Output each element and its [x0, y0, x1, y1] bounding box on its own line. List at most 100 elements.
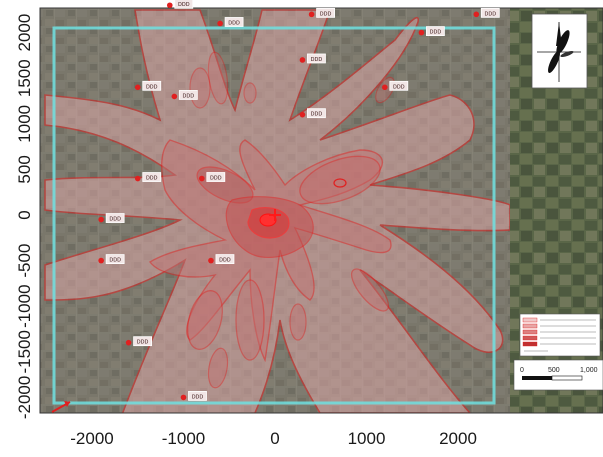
receptor-label-text: ᴅᴅᴅ [178, 1, 190, 8]
plume-lobe-ne [299, 155, 381, 205]
receptor-marker-icon [217, 20, 223, 27]
receptor-site: ᴅᴅᴅ [180, 390, 207, 401]
y-tick-label: -500 [15, 244, 34, 278]
wind-rose-icon [537, 22, 581, 82]
receptor-site: ᴅᴅᴅ [208, 254, 235, 265]
scale-bar: 0 500 1,000 [513, 359, 603, 391]
receptor-site: ᴅᴅᴅ [134, 80, 162, 91]
receptor-label-box [142, 80, 162, 91]
plume-lobe-sw [187, 290, 223, 350]
receptor-marker-icon [180, 394, 187, 401]
receptor-site: ᴅᴅᴅ [98, 254, 125, 265]
x-tick-label: -1000 [162, 429, 205, 448]
receptor-marker-icon [418, 29, 425, 36]
receptor-label-text: ᴅᴅᴅ [183, 92, 195, 99]
receptor-label-box [224, 17, 244, 27]
receptor-site: ᴅᴅᴅ [473, 7, 500, 18]
x-tick-label: 0 [270, 429, 279, 448]
receptor-marker-icon [308, 11, 315, 18]
y-tick-label: 2000 [15, 14, 34, 52]
receptor-label-text: ᴅᴅᴅ [219, 257, 231, 264]
receptor-marker-icon [299, 57, 306, 63]
y-tick-label: 0 [15, 210, 34, 219]
plume-lobe-n1 [207, 51, 229, 105]
receptor-label-box [480, 7, 500, 18]
receptor-label-box [178, 90, 198, 100]
receptor-marker-icon [98, 257, 104, 264]
receptor-marker-icon [134, 175, 141, 182]
scale-label-0: 0 [520, 367, 524, 374]
emission-source [269, 209, 281, 221]
y-tick-label: -1000 [15, 284, 34, 327]
receptor-marker-icon [98, 216, 104, 223]
receptor-marker-icon [199, 175, 205, 182]
receptor-marker-icon [382, 84, 388, 91]
receptor-label-box [174, 0, 194, 9]
receptor-label-box [188, 390, 207, 401]
receptor-label-text: ᴅᴅᴅ [109, 257, 121, 264]
receptor-marker-icon [166, 2, 173, 9]
plume-lobe-s2 [289, 303, 307, 341]
receptor-label-text: ᴅᴅᴅ [210, 175, 222, 182]
receptor-site: ᴅᴅᴅ [418, 26, 445, 37]
receptor-label-text: ᴅᴅᴅ [228, 19, 240, 26]
receptor-site: ᴅᴅᴅ [382, 80, 409, 91]
receptor-label-box [307, 108, 326, 119]
receptor-label-text: ᴅᴅᴅ [393, 83, 405, 90]
receptor-label-text: ᴅᴅᴅ [311, 56, 323, 63]
x-tick-label: 2000 [439, 429, 477, 448]
receptor-marker-icon [299, 111, 306, 118]
receptor-site: ᴅᴅᴅ [308, 7, 336, 18]
x-tick-label: 1000 [348, 429, 386, 448]
plume-lobe-south [235, 279, 265, 361]
receptor-label-box [425, 26, 445, 37]
x-axis: -2000 -1000 0 1000 2000 [70, 429, 477, 448]
scale-label-1000: 1,000 [580, 367, 598, 374]
receptor-site: ᴅᴅᴅ [217, 17, 244, 27]
receptor-label-box [133, 336, 153, 347]
receptor-sites: ᴅᴅᴅ ᴅᴅᴅ ᴅᴅᴅ ᴅᴅᴅ ᴅᴅᴅ ᴅᴅᴅ ᴅᴅᴅ ᴅᴅᴅ ᴅᴅᴅ ᴅᴅᴅ ᴅᴅᴅ ᴅᴅᴅ ᴅᴅᴅ ᴅ… [98, 0, 500, 401]
plume-lobe-ssw [207, 347, 229, 389]
wind-rose-box [531, 13, 588, 89]
y-tick-label: -2000 [15, 376, 34, 419]
receptor-label-box [389, 80, 409, 91]
concentration-legend [519, 313, 601, 357]
y-axis: 2000 1500 1000 500 0 -500 -1000 -1500 -2000 [15, 14, 34, 419]
receptor-label-box [142, 172, 162, 182]
receptor-marker-icon [171, 93, 178, 100]
receptor-marker-icon [125, 339, 132, 346]
receptor-label-box [215, 254, 235, 265]
receptor-site: ᴅᴅᴅ [199, 172, 226, 182]
receptor-label-text: ᴅᴅᴅ [320, 10, 332, 17]
receptor-site: ᴅᴅᴅ [134, 172, 162, 182]
receptor-label-text: ᴅᴅᴅ [109, 216, 121, 223]
receptor-label-box [316, 7, 336, 18]
receptor-label-box [105, 213, 125, 223]
y-tick-label: -1500 [15, 330, 34, 373]
corner-arrow-icon [51, 401, 71, 413]
receptor-marker-icon [208, 257, 214, 264]
receptor-site: ᴅᴅᴅ [171, 90, 198, 100]
plume-lobe-n3 [243, 82, 257, 104]
receptor-label-text: ᴅᴅᴅ [192, 393, 204, 400]
scale-label-500: 500 [548, 367, 560, 374]
receptor-site: ᴅᴅᴅ [299, 108, 326, 119]
receptor-site: ᴅᴅᴅ [125, 336, 153, 347]
receptor-site: ᴅᴅᴅ [98, 213, 125, 223]
receptor-label-box [206, 172, 226, 182]
plume-lobe-n2 [189, 67, 211, 109]
receptor-label-text: ᴅᴅᴅ [485, 10, 497, 17]
receptor-label-box [307, 53, 326, 64]
plume-lobe-se [350, 268, 390, 312]
receptor-label-text: ᴅᴅᴅ [430, 29, 442, 36]
receptor-label-text: ᴅᴅᴅ [137, 339, 149, 346]
plume-lobe-ne3 [333, 178, 347, 188]
receptor-marker-icon [134, 84, 141, 91]
receptor-label-text: ᴅᴅᴅ [146, 83, 158, 90]
receptor-label-text: ᴅᴅᴅ [311, 111, 323, 118]
plume-layer [44, 9, 510, 413]
receptor-site: ᴅᴅᴅ [166, 0, 194, 9]
y-tick-label: 1500 [15, 59, 34, 97]
receptor-label-box [105, 254, 125, 265]
